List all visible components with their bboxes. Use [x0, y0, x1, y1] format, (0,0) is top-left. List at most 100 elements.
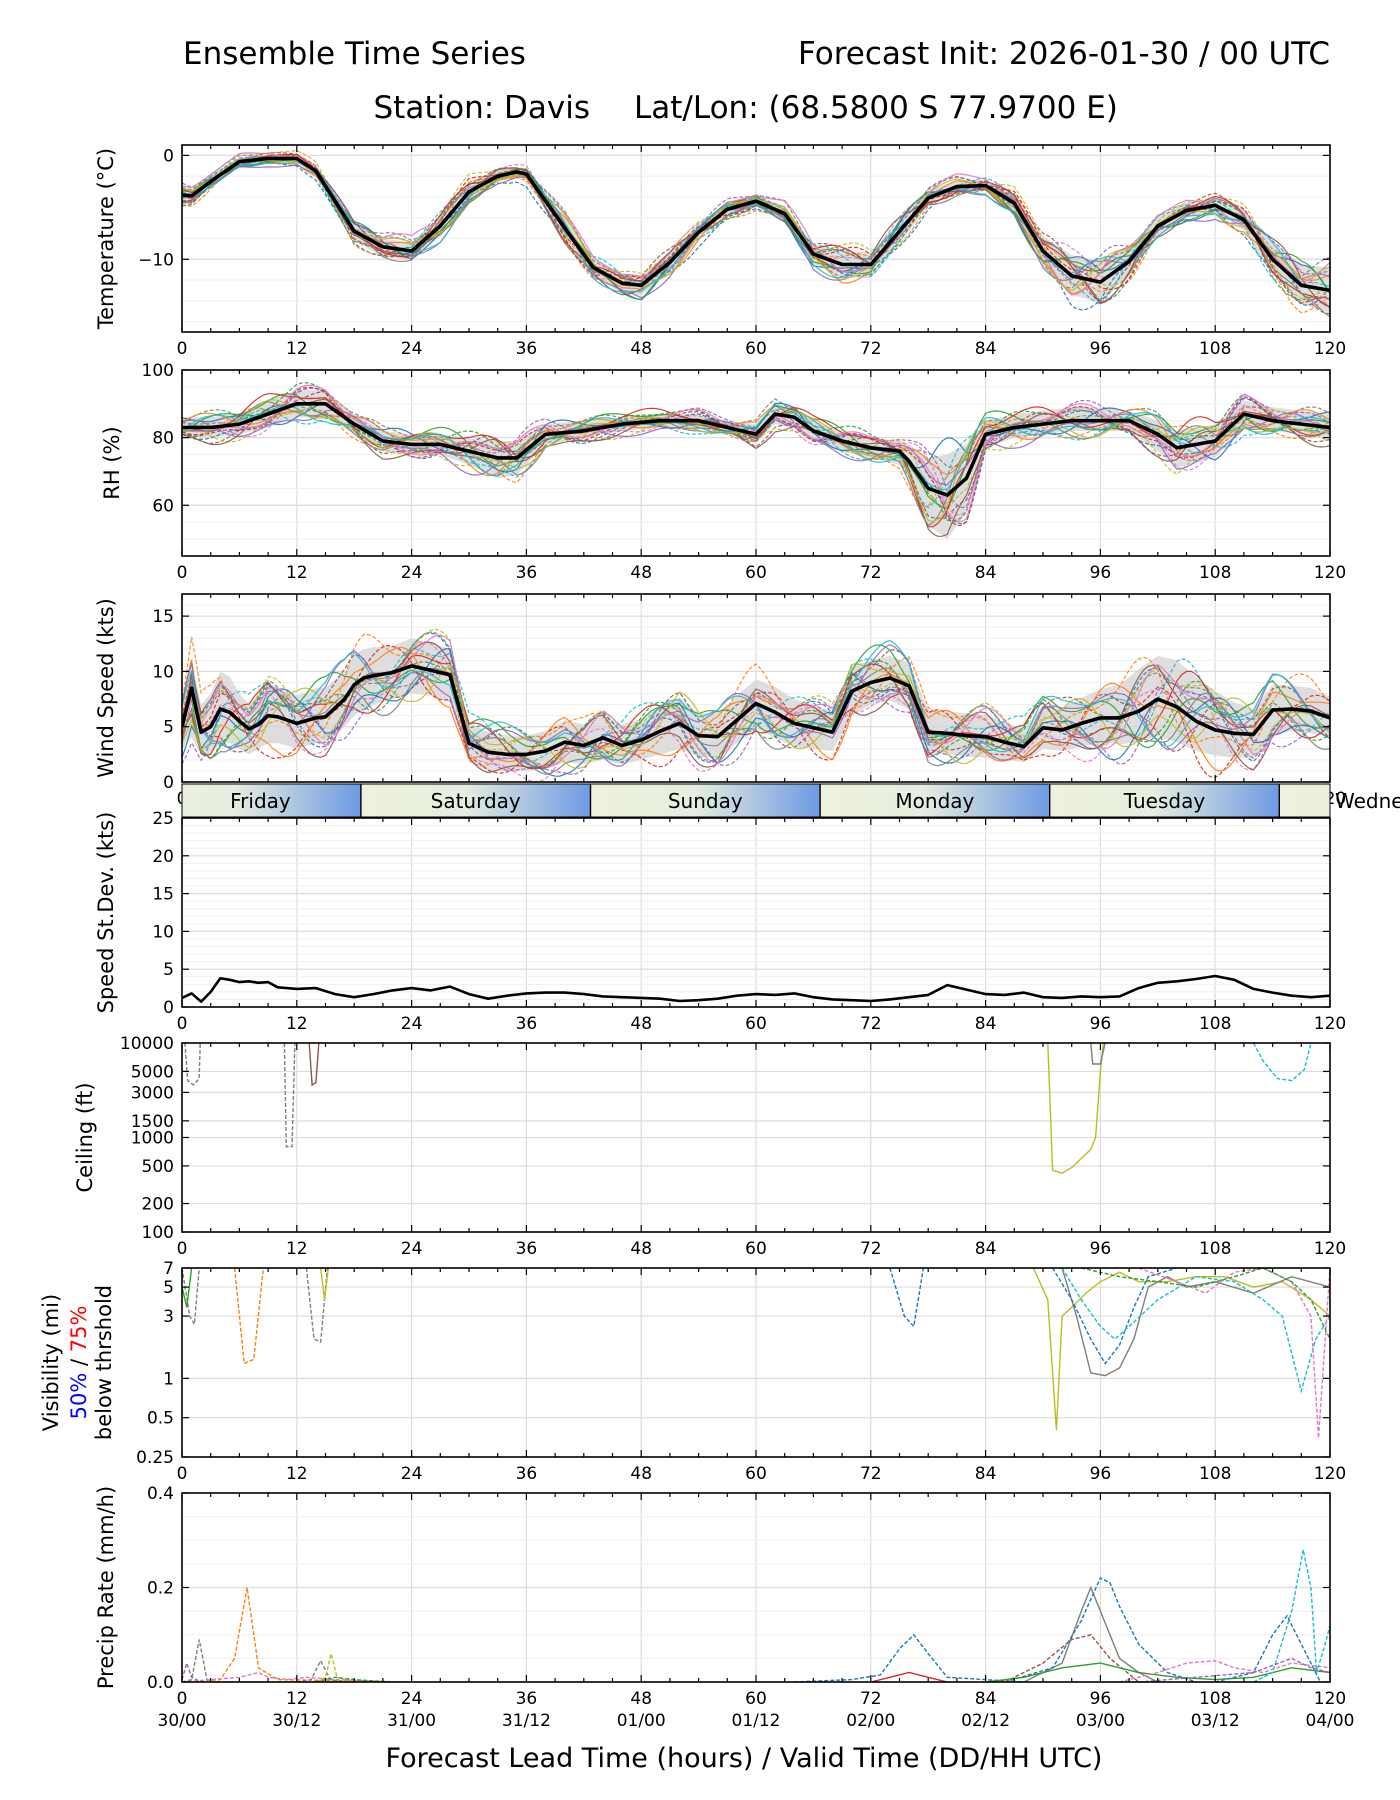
- day-label: Friday: [230, 789, 291, 813]
- ytick-label: 3000: [131, 1083, 174, 1103]
- plot-temperature: [182, 150, 1330, 318]
- xtick-label: 12: [286, 1014, 308, 1034]
- station-label: Station: Davis: [374, 90, 591, 126]
- ytick-label: 100: [142, 1223, 174, 1243]
- day-label: Saturday: [431, 789, 521, 813]
- xtick-label: 24: [401, 1689, 423, 1709]
- ytick-label: 200: [142, 1195, 174, 1215]
- panel-temperature: 0 −10 0 12 24 36 48 60 72 84 96 108 120 Temperature (…: [94, 144, 1346, 359]
- xtick-label: 60: [745, 1239, 767, 1259]
- xtick-label: 72: [860, 1239, 882, 1259]
- xtick-label: 48: [630, 563, 652, 583]
- ytick-label: 3: [163, 1307, 174, 1327]
- xtick-label: 0: [177, 1014, 188, 1034]
- xtick-label: 84: [975, 1464, 997, 1484]
- ytick-label: 7: [163, 1259, 174, 1279]
- ytick-label: 0.0: [147, 1673, 174, 1693]
- member-line: [308, 1043, 320, 1087]
- ytick-label: 1500: [131, 1112, 174, 1132]
- day-segment: [820, 784, 1050, 817]
- grid-rh: [181, 369, 1331, 557]
- member-line: [233, 1268, 264, 1365]
- xtick-label: 36: [516, 563, 538, 583]
- member-line: [1090, 1043, 1106, 1065]
- ytick-label: 5: [163, 718, 174, 738]
- ytick-label: 25: [152, 809, 174, 829]
- day-label: Tuesday: [1123, 789, 1206, 813]
- member-line: [182, 644, 1330, 760]
- member-line: [182, 1268, 193, 1308]
- xtick-label: 48: [630, 1689, 652, 1709]
- xtick-label: 108: [1199, 563, 1231, 583]
- xtick-label: 96: [1090, 1014, 1112, 1034]
- xtick-label: 36: [516, 1689, 538, 1709]
- ytick-label: 0: [163, 773, 174, 793]
- xtick-label: 120: [1314, 1239, 1346, 1259]
- xtick-label: 96: [1090, 1464, 1112, 1484]
- y-axis-title: RH (%): [100, 426, 124, 499]
- ytick-label: 10: [152, 662, 174, 682]
- valid-time-label: 31/12: [502, 1711, 551, 1731]
- member-line: [182, 393, 1330, 528]
- day-fill: [1279, 784, 1330, 817]
- ytick-label: 5: [163, 960, 174, 980]
- valid-time-label: 01/12: [732, 1711, 781, 1731]
- xtick-label: 36: [516, 339, 538, 359]
- day-segment: [1279, 784, 1330, 817]
- xtick-label: 108: [1199, 1689, 1231, 1709]
- mean-line: [182, 402, 1330, 497]
- member-line: [182, 628, 1330, 767]
- member-line: [182, 1268, 200, 1327]
- day-fill: [1049, 784, 1280, 817]
- ytick-label: 0.5: [147, 1409, 174, 1429]
- day-fill: [182, 784, 361, 817]
- member-line: [1047, 1043, 1104, 1174]
- member-line: [1119, 1659, 1330, 1682]
- xtick-label: 48: [630, 1239, 652, 1259]
- member-line: [315, 1653, 355, 1682]
- xtick-label: 24: [401, 1464, 423, 1484]
- xtick-label: 72: [860, 339, 882, 359]
- panel-wind_speed: 05101501224364860728496108120Wind Speed …: [94, 593, 1346, 809]
- xtick-label: 0: [177, 339, 188, 359]
- grid-speed_stdev: [181, 817, 1331, 1008]
- grid-visibility: [181, 1267, 1331, 1458]
- xtick-label: 108: [1199, 339, 1231, 359]
- day-segment: [182, 784, 361, 817]
- xtick-label: 12: [286, 563, 308, 583]
- ytick-label: 500: [142, 1157, 174, 1177]
- panel-speed_stdev: 0 5 10 15 20 25 0 12 24 36 48 60 72 84 96 108 120 Speed S…: [94, 809, 1346, 1034]
- day-fill: [360, 784, 591, 817]
- member-line: [182, 651, 1330, 775]
- xtick-label: 60: [745, 339, 767, 359]
- y-axis-subtitle: below thrshold: [92, 1285, 116, 1440]
- grid-ceiling: [181, 1042, 1331, 1233]
- title-right: Forecast Init: 2026-01-30 / 00 UTC: [798, 36, 1330, 72]
- xtick-label: 24: [401, 563, 423, 583]
- ytick-label: 1: [163, 1369, 174, 1389]
- xtick-label: 120: [1314, 563, 1346, 583]
- ytick-label: 60: [152, 496, 174, 516]
- xtick-label: 96: [1090, 339, 1112, 359]
- member-line: [1138, 1657, 1330, 1682]
- member-line: [182, 1660, 202, 1682]
- y-axis-title: Precip Rate (mm/h): [94, 1486, 118, 1689]
- xtick-label: 0: [177, 563, 188, 583]
- xtick-label: 96: [1090, 563, 1112, 583]
- ytick-label: 10: [152, 922, 174, 942]
- xtick-label: 12: [286, 339, 308, 359]
- xtick-label: 0: [177, 1689, 188, 1709]
- y-axis-title: Ceiling (ft): [73, 1082, 97, 1192]
- day-band: Friday Saturday Sunday Monday Tuesday Wedne: [181, 783, 1400, 818]
- member-line: [1032, 1268, 1330, 1431]
- xtick-label: 120: [1314, 1014, 1346, 1034]
- day-label: Monday: [895, 789, 974, 813]
- xtick-label: 60: [745, 1689, 767, 1709]
- xtick-label: 72: [860, 1014, 882, 1034]
- xtick-label: 48: [630, 1464, 652, 1484]
- member-line: [182, 1587, 412, 1682]
- xtick-label: 24: [401, 1014, 423, 1034]
- member-line: [1215, 1614, 1322, 1682]
